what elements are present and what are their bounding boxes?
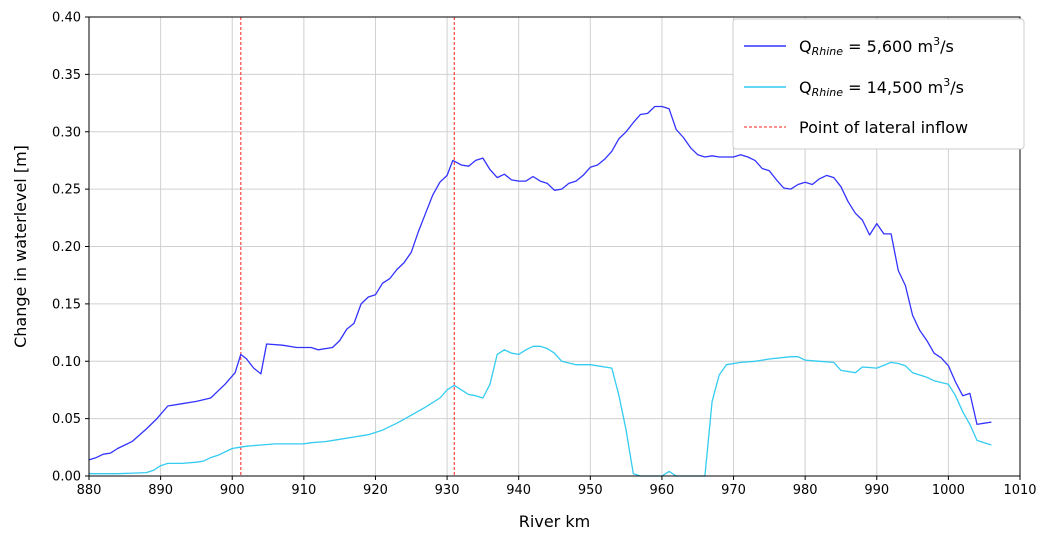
y-tick-label: 0.30: [52, 125, 81, 140]
legend: QRhine = 5,600 m3/s QRhine = 14,500 m3/s…: [732, 18, 1025, 150]
x-tick-label: 880: [77, 483, 102, 498]
x-tick-label: 1000: [932, 483, 965, 498]
y-tick-label: 0.15: [52, 297, 81, 312]
y-axis-title: Change in waterlevel [m]: [11, 145, 30, 348]
x-tick-label: 930: [435, 483, 460, 498]
y-tick-label: 0.00: [52, 470, 81, 485]
x-tick-label: 960: [650, 483, 675, 498]
x-tick-label: 940: [506, 483, 531, 498]
y-tick-label: 0.25: [52, 183, 81, 198]
x-axis-ticks: 880 890 900 910 920 930 940 950 960 970 980 990 1000…: [77, 476, 1037, 498]
y-tick-label: 0.40: [52, 11, 81, 26]
y-tick-label: 0.05: [52, 412, 81, 427]
data-series: [88, 105, 992, 477]
x-tick-label: 950: [578, 483, 603, 498]
x-tick-label: 1010: [1003, 483, 1036, 498]
x-tick-label: 910: [291, 483, 316, 498]
x-axis-title: River km: [519, 512, 590, 531]
lateral-inflow-lines: [240, 17, 455, 476]
x-tick-label: 900: [220, 483, 245, 498]
legend-label-series-1: QRhine = 5,600 m3/s: [799, 35, 954, 58]
legend-label-series-2: QRhine = 14,500 m3/s: [799, 76, 964, 99]
legend-box: [732, 18, 1025, 150]
y-tick-label: 0.10: [52, 355, 81, 370]
x-tick-label: 890: [148, 483, 173, 498]
x-tick-label: 980: [793, 483, 818, 498]
series-line-1: [88, 105, 992, 461]
series-line-2: [89, 345, 992, 477]
legend-label-inflow: Point of lateral inflow: [799, 118, 968, 137]
y-axis-ticks: 0.00 0.05 0.10 0.15 0.20 0.25 0.30 0.35 0.40: [52, 11, 89, 485]
x-tick-label: 920: [363, 483, 388, 498]
x-tick-label: 970: [721, 483, 746, 498]
x-tick-label: 990: [864, 483, 889, 498]
y-tick-label: 0.35: [52, 68, 81, 83]
y-tick-label: 0.20: [52, 240, 81, 255]
